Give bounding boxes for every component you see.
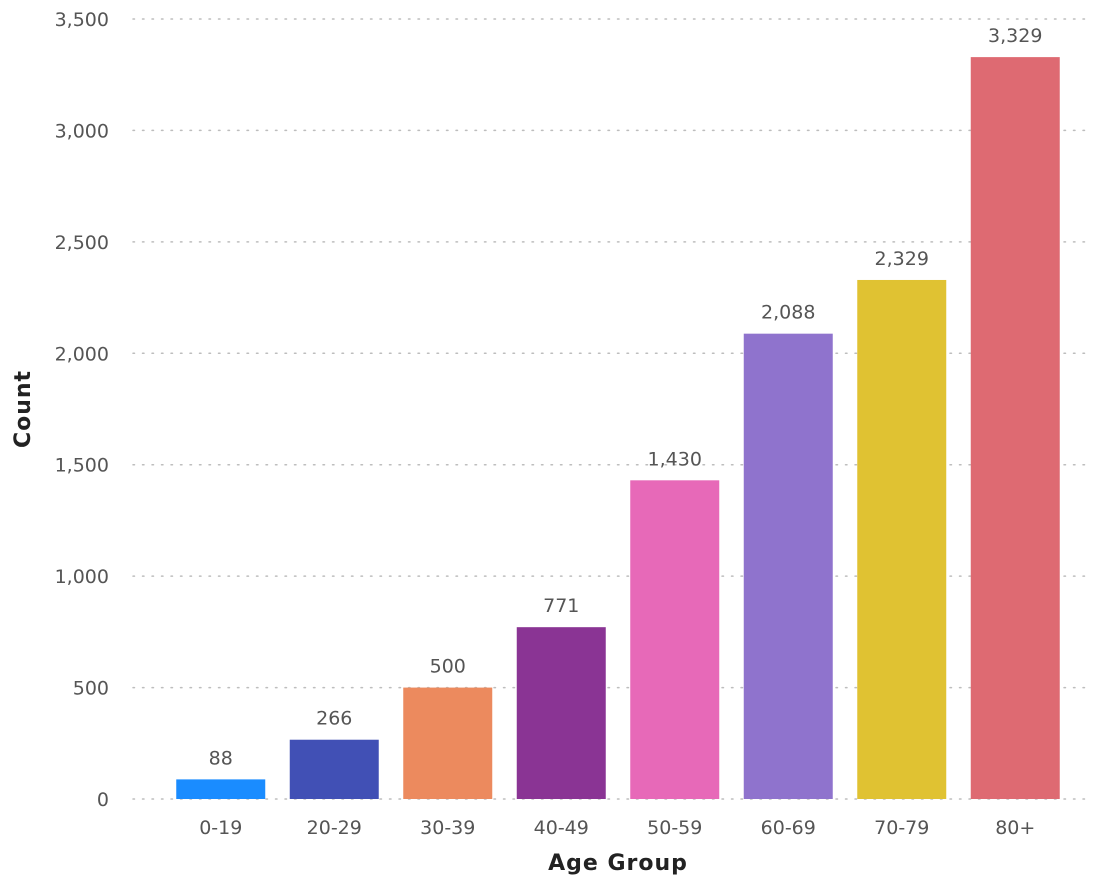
data-label: 88 [209, 747, 233, 769]
x-axis-ticks: 0-19 20-29 30-39 40-49 50-59 60-69 70-79 80+ [199, 817, 1035, 839]
x-tick-label: 50-59 [647, 817, 702, 839]
bar-40-49 [516, 627, 606, 799]
y-tick-label: 3,500 [55, 9, 109, 31]
data-label: 500 [430, 656, 466, 678]
gridlines [132, 18, 1091, 800]
x-tick-label: 30-39 [420, 817, 475, 839]
x-tick-label: 60-69 [761, 817, 816, 839]
bar-20-29 [289, 739, 379, 799]
x-tick-label: 80+ [995, 817, 1035, 839]
data-label: 771 [543, 595, 579, 617]
data-label: 2,329 [875, 248, 929, 270]
bars [176, 57, 1060, 800]
y-axis-ticks: 0 500 1,000 1,500 2,000 2,500 3,000 3,500 [55, 9, 109, 811]
data-label: 1,430 [648, 448, 702, 470]
y-tick-label: 1,500 [55, 455, 109, 477]
y-tick-label: 500 [73, 678, 109, 700]
y-tick-label: 2,500 [55, 232, 109, 254]
y-tick-label: 3,000 [55, 120, 109, 142]
bar-70-79 [857, 279, 947, 800]
x-tick-label: 20-29 [307, 817, 362, 839]
x-tick-label: 40-49 [534, 817, 589, 839]
x-tick-label: 0-19 [199, 817, 242, 839]
x-axis-title: Age Group [548, 851, 688, 876]
bar-0-19 [176, 779, 266, 799]
y-tick-label: 1,000 [55, 566, 109, 588]
y-tick-label: 2,000 [55, 343, 109, 365]
data-label: 3,329 [988, 25, 1042, 47]
y-axis-title: Count [11, 370, 36, 448]
bar-80+ [970, 57, 1060, 799]
bar-60-69 [743, 333, 833, 799]
x-tick-label: 70-79 [874, 817, 929, 839]
y-tick-label: 0 [97, 789, 109, 811]
data-label: 2,088 [761, 302, 815, 324]
bar-50-59 [630, 480, 720, 799]
data-label: 266 [316, 708, 352, 730]
bar-30-39 [403, 687, 493, 799]
data-labels: 88 266 500 771 1,430 2,088 2,329 3,329 [209, 25, 1043, 769]
